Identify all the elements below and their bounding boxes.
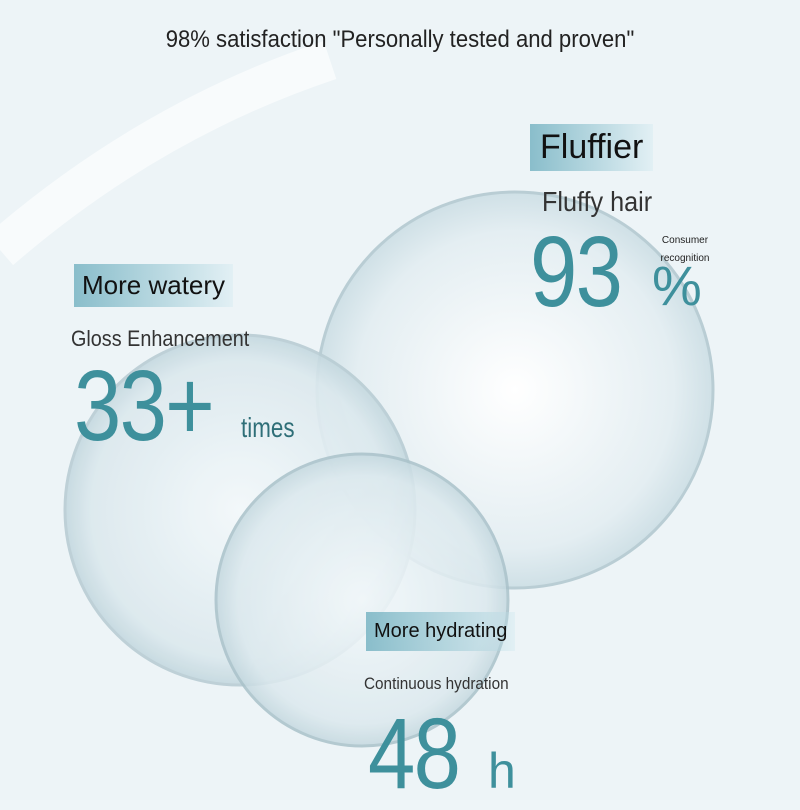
feature-subtitle: Continuous hydration [364, 674, 509, 693]
feature-subtitle: Fluffy hair [542, 186, 653, 217]
feature-figure: 93 [530, 216, 623, 328]
feature-unit: % [652, 254, 702, 317]
feature-unit: h [488, 743, 516, 799]
title: 98% satisfaction "Personally tested and … [165, 26, 635, 53]
feature-unit: times [241, 412, 295, 443]
feature-figure: 48 [368, 698, 461, 810]
feature-note: Consumer recognition [660, 235, 710, 264]
feature-tag: More hydrating [366, 612, 516, 651]
feature-subtitle: Gloss Enhancement [71, 326, 250, 351]
feature-tag: More watery [74, 264, 234, 307]
feature-tag: Fluffier [530, 124, 654, 171]
feature-figure: 33+ [74, 350, 215, 462]
